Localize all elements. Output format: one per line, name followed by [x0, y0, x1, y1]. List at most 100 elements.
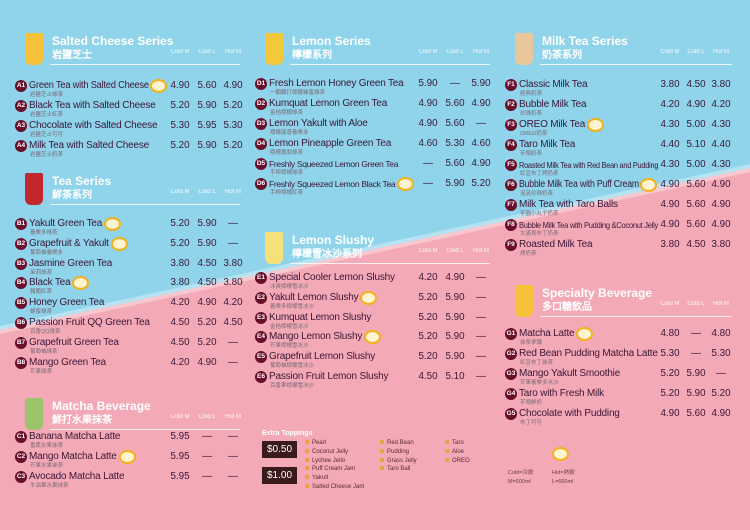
item-code-badge: F4 [505, 139, 517, 151]
price-cold-m: 5.20 [660, 388, 680, 399]
menu-item-name[interactable]: Red Bean Pudding Matcha Latte [519, 348, 658, 359]
topping-item: Lychee Jello [305, 458, 345, 465]
menu-item-chinese-name: 岩鹽芝士可可 [30, 132, 64, 138]
topping-item: Yakult [305, 475, 328, 482]
price-cold-l: 5.60 [686, 219, 706, 230]
price-cold-l: 5.20 [197, 337, 217, 348]
menu-item-name[interactable]: Banana Matcha Latte [29, 431, 121, 442]
price-cold-l: 5.90 [197, 100, 217, 111]
price-cold-m: 4.90 [418, 98, 438, 109]
column-header: Cold M [170, 49, 190, 55]
menu-item-name[interactable]: Fresh Lemon Honey Green Tea [269, 78, 404, 89]
item-code-badge: A3 [15, 120, 27, 132]
price-cold-m: 5.95 [170, 451, 190, 462]
menu-item-name[interactable]: Milk Tea with Taro Balls [519, 199, 618, 210]
menu-item-name[interactable]: Yakult Green Tea [29, 218, 103, 229]
menu-item-chinese-name: 牛油果水果抹茶 [30, 483, 69, 489]
menu-item-name[interactable]: Taro with Fresh Milk [519, 388, 604, 399]
price-hot-m: — [476, 331, 486, 342]
menu-item-chinese-name: 紅豆布丁烤奶茶 [520, 171, 559, 177]
column-header: Cold L [687, 49, 705, 55]
item-code-badge: G3 [505, 368, 517, 380]
menu-item-name[interactable]: Yakult Lemon Slushy [269, 292, 359, 303]
recommended-mascot-icon [364, 330, 381, 344]
menu-item-name[interactable]: Taro Milk Tea [519, 139, 576, 150]
menu-item-name[interactable]: Classic Milk Tea [519, 79, 588, 90]
menu-item-name[interactable]: Lemon Yakult with Aloe [269, 118, 368, 129]
menu-item-name[interactable]: Chocolate with Salted Cheese [29, 120, 158, 131]
menu-item-chinese-name: 芒果水果抹茶 [30, 463, 64, 469]
legend-l: L=660ml [552, 479, 574, 485]
menu-item-name[interactable]: Passion Fruit QQ Green Tea [29, 317, 150, 328]
menu-item-name[interactable]: Green Tea with Salted Cheese [29, 80, 149, 91]
menu-item-chinese-name: 冰爽檸檬雪冰沙 [270, 284, 309, 290]
menu-item-name[interactable]: Bubble Milk Tea with Puff Cream [519, 179, 639, 190]
price-hot-m: 4.60 [471, 138, 491, 149]
menu-item-name[interactable]: Mango Lemon Slushy [269, 331, 363, 342]
menu-item-name[interactable]: Honey Green Tea [29, 297, 105, 308]
menu-item-chinese-name: 百香果檸檬雪冰沙 [270, 383, 315, 389]
menu-item-name[interactable]: Milk Tea with Salted Cheese [29, 140, 150, 151]
menu-item-name[interactable]: Kumquat Lemon Green Tea [269, 98, 388, 109]
price-cold-l: 5.95 [197, 120, 217, 131]
menu-item-name[interactable]: Roasted Milk Tea [519, 239, 593, 250]
menu-item-name[interactable]: Bubble Milk Tea with Pudding &Coconut Je… [519, 220, 659, 230]
price-cold-m: 3.80 [170, 258, 190, 269]
price-cold-l: 5.90 [445, 351, 465, 362]
menu-item-name[interactable]: Roasted Milk Tea with Red Bean and Puddi… [519, 160, 659, 170]
price-hot-m: — [476, 118, 486, 129]
menu-item-name[interactable]: Black Tea [29, 277, 71, 288]
menu-item-chinese-name: 葡萄柚養樂多 [30, 250, 64, 256]
menu-item-name[interactable]: Matcha Latte [519, 328, 575, 339]
column-header: Hot M [224, 414, 241, 420]
item-code-badge: D3 [255, 118, 267, 130]
menu-item-name[interactable]: OREO Milk Tea [519, 119, 586, 130]
menu-item-chinese-name: 蜂蜜綠茶 [30, 309, 53, 315]
menu-item-name[interactable]: Chocolate with Pudding [519, 408, 620, 419]
menu-item-name[interactable]: Freshly Squeezed Lemon Green Tea [269, 159, 399, 169]
item-code-badge: B8 [15, 357, 27, 369]
menu-item-name[interactable]: Special Cooler Lemon Slushy [269, 272, 395, 283]
menu-item-chinese-name: 芋頭鮮奶 [520, 400, 543, 406]
cup-image-salted-cheese [25, 33, 43, 65]
menu-item-name[interactable]: Grapefruit & Yakult [29, 238, 109, 249]
item-code-badge: B3 [15, 258, 27, 270]
price-cold-m: 5.20 [418, 331, 438, 342]
legend-m: M=500ml [508, 479, 531, 485]
item-code-badge: F3 [505, 119, 517, 131]
menu-item-name[interactable]: Mango Yakult Smoothie [519, 368, 621, 379]
price-hot-m: 4.90 [471, 158, 491, 169]
item-code-badge: D5 [255, 158, 267, 170]
price-cold-l: 5.90 [445, 331, 465, 342]
price-cold-m: 4.90 [660, 408, 680, 419]
price-cold-m: 5.95 [170, 471, 190, 482]
menu-item-name[interactable]: Jasmine Green Tea [29, 258, 113, 269]
menu-item-name[interactable]: Grapefruit Green Tea [29, 337, 119, 348]
menu-item-name[interactable]: Lemon Pineapple Green Tea [269, 138, 392, 149]
item-code-badge: F2 [505, 99, 517, 111]
item-code-badge: B6 [15, 317, 27, 329]
item-code-badge: A2 [15, 100, 27, 112]
price-hot-m: — [476, 351, 486, 362]
menu-item-name[interactable]: Kumquat Lemon Slushy [269, 312, 372, 323]
topping-item: Salted Cheese Jam [305, 484, 364, 491]
menu-item-chinese-name: 一顆顆打檸檬蜂蜜綠茶 [270, 90, 326, 96]
price-hot-m: — [476, 292, 486, 303]
menu-item-chinese-name: 岩鹽芝士綠茶 [30, 92, 64, 98]
menu-item-name[interactable]: Bubble Milk Tea [519, 99, 587, 110]
menu-item-name[interactable]: Passion Fruit Lemon Slushy [269, 371, 389, 382]
price-cold-m: 4.30 [660, 159, 680, 170]
menu-item-name[interactable]: Freshly Squeezed Lemon Black Tea [269, 179, 396, 189]
section-subtitle: 岩鹽芝士 [52, 50, 92, 61]
section-subtitle: 檸檬雪冰沙系列 [292, 249, 362, 260]
menu-item-name[interactable]: Black Tea with Salted Cheese [29, 100, 156, 111]
menu-item-name[interactable]: Grapefruit Lemon Slushy [269, 351, 376, 362]
menu-item-name[interactable]: Mango Matcha Latte [29, 451, 117, 462]
menu-item-chinese-name: 烤奶茶 [520, 251, 537, 257]
menu-item-name[interactable]: Mango Green Tea [29, 357, 106, 368]
menu-item-name[interactable]: Avocado Matcha Latte [29, 471, 125, 482]
price-cold-l: 5.90 [686, 388, 706, 399]
recommended-mascot-icon [119, 450, 136, 464]
price-cold-m: 5.20 [418, 351, 438, 362]
price-cold-m: 5.20 [418, 312, 438, 323]
